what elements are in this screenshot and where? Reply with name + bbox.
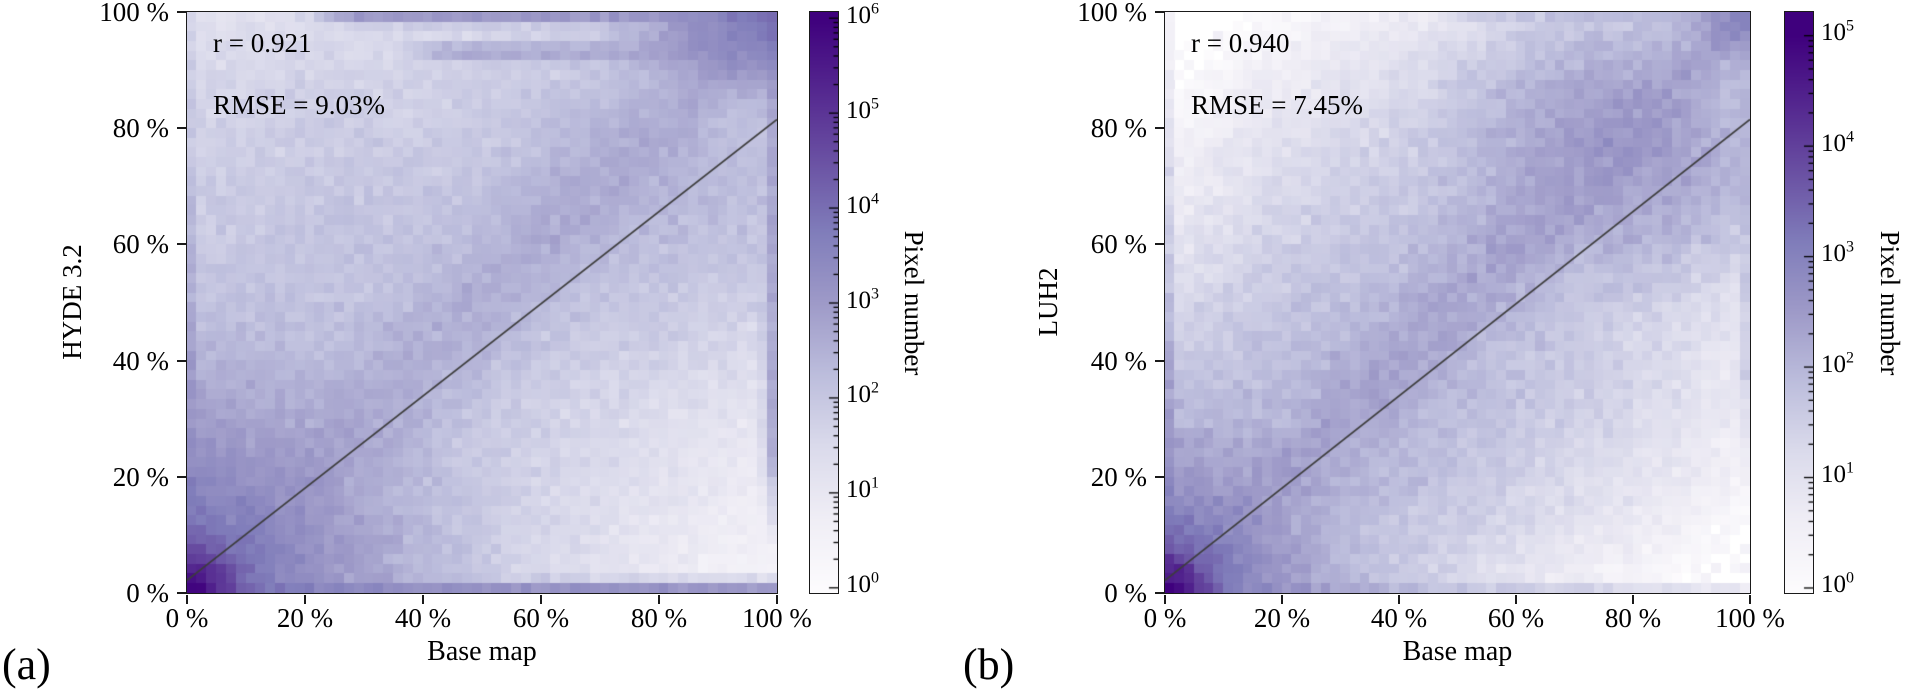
y-tick-label: 40 %	[112, 345, 169, 376]
x-tick-mark	[304, 594, 306, 604]
x-axis-label-a: Base map	[427, 636, 537, 667]
x-tick-mark	[1515, 594, 1517, 604]
x-tick-label: 0 %	[1143, 603, 1187, 633]
y-tick-label: 100 %	[1077, 0, 1147, 27]
colorbar-tick-label: 103	[846, 285, 879, 314]
y-tick-mark	[1154, 243, 1164, 246]
correlation-annotation-b: r = 0.940	[1191, 28, 1290, 58]
x-axis-label-b: Base map	[1402, 636, 1513, 667]
x-tick-label: 20 %	[276, 603, 334, 633]
colorbar-tick-label: 104	[1821, 128, 1854, 157]
y-tick-label: 80 %	[112, 113, 169, 144]
x-tick-mark	[1398, 594, 1400, 604]
x-tick-label: 0 %	[165, 603, 209, 633]
colorbar-tick-label: 106	[846, 0, 879, 29]
x-tick-label: 60 %	[1487, 603, 1545, 633]
x-tick-label: 40 %	[1370, 603, 1428, 633]
y-tick-mark	[1154, 359, 1164, 362]
x-tick-label: 80 %	[1604, 603, 1662, 633]
x-tick-mark	[1164, 594, 1166, 604]
y-tick-label: 60 %	[112, 229, 169, 260]
panel-tag-a: (a)	[2, 640, 51, 689]
y-tick-mark	[1154, 475, 1164, 478]
colorbar-tick-label: 101	[846, 475, 879, 504]
colorbar-tick-label: 105	[1821, 17, 1854, 47]
y-axis-label-b: LUH2	[1033, 267, 1063, 337]
rmse-annotation-a: RMSE = 9.03%	[213, 90, 385, 120]
x-tick-label: 80 %	[630, 603, 688, 633]
y-tick-label: 0 %	[126, 578, 169, 608]
rmse-annotation-b: RMSE = 7.45%	[1191, 90, 1363, 120]
x-tick-mark	[776, 594, 778, 604]
colorbar-tick-label: 102	[1821, 349, 1854, 378]
y-tick-label: 20 %	[1090, 461, 1147, 492]
x-tick-mark	[422, 594, 424, 604]
colorbar-tick-label: 105	[846, 95, 879, 124]
colorbar-label-a: Pixel number	[899, 230, 929, 376]
y-tick-label: 80 %	[1090, 113, 1147, 144]
panel-tag-b: (b)	[963, 640, 1015, 689]
colorbar-tick-label: 100	[846, 569, 879, 599]
colorbar-b	[1785, 12, 1813, 593]
density-heatmap-a	[187, 12, 777, 593]
x-tick-label: 60 %	[512, 603, 570, 633]
y-tick-mark	[176, 127, 186, 130]
y-tick-label: 100 %	[99, 0, 169, 27]
colorbar-tick-label: 102	[846, 380, 879, 409]
x-tick-label: 40 %	[394, 603, 452, 633]
y-tick-mark	[176, 11, 186, 13]
y-tick-mark	[176, 475, 186, 478]
y-tick-label: 40 %	[1090, 345, 1147, 376]
x-tick-mark	[658, 594, 660, 604]
y-tick-mark	[1154, 11, 1164, 13]
y-tick-label: 20 %	[112, 461, 169, 492]
x-tick-label: 100 %	[1715, 603, 1785, 633]
x-tick-mark	[1281, 594, 1283, 604]
x-tick-mark	[540, 594, 542, 604]
y-tick-mark	[1154, 127, 1164, 130]
y-axis-label-a: HYDE 3.2	[57, 244, 87, 360]
x-tick-mark	[186, 594, 188, 604]
correlation-annotation-a: r = 0.921	[213, 28, 312, 58]
y-tick-mark	[1154, 592, 1164, 594]
x-tick-mark	[1749, 594, 1751, 604]
x-tick-mark	[1632, 594, 1634, 604]
colorbar-a	[810, 12, 838, 593]
y-tick-label: 0 %	[1104, 578, 1147, 608]
colorbar-tick-label: 100	[1821, 570, 1854, 599]
colorbar-tick-label: 104	[846, 190, 879, 219]
colorbar-tick-label: 103	[1821, 238, 1854, 268]
x-tick-label: 100 %	[742, 603, 812, 633]
colorbar-tick-label: 101	[1821, 459, 1854, 489]
y-tick-mark	[176, 592, 186, 594]
density-heatmap-b	[1165, 12, 1750, 593]
y-tick-label: 60 %	[1090, 229, 1147, 260]
colorbar-label-b: Pixel number	[1875, 230, 1905, 376]
y-tick-mark	[176, 243, 186, 246]
y-tick-mark	[176, 359, 186, 362]
x-tick-label: 20 %	[1253, 603, 1311, 633]
